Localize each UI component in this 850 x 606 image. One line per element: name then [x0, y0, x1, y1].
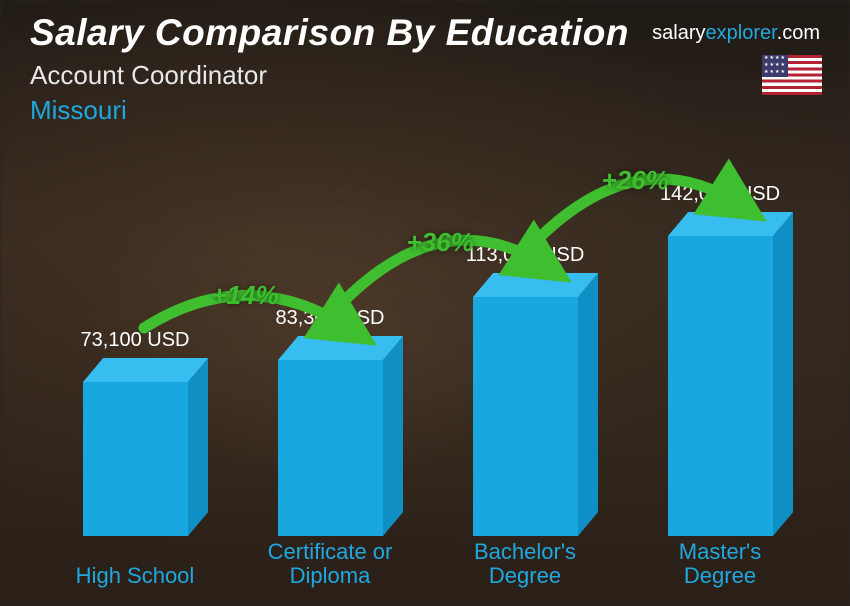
bar-category-label: Bachelor'sDegree — [474, 540, 576, 588]
brand-logo: salaryexplorer.com — [652, 22, 820, 45]
bar-category-label: Certificate orDiploma — [268, 540, 393, 588]
region-label: Missouri — [30, 95, 127, 126]
increase-percent: +36% — [407, 227, 474, 258]
salary-bar-chart: 73,100 USDHigh School 83,300 USDCertifica… — [60, 136, 800, 536]
brand-accent: explorer — [706, 22, 777, 44]
bar-value: 142,000 USD — [650, 183, 790, 206]
bar-group: 83,300 USDCertificate orDiploma — [255, 360, 405, 536]
bar-value: 73,100 USD — [65, 329, 205, 352]
infographic-root: Salary Comparison By Education Account C… — [0, 0, 850, 606]
bar-value: 83,300 USD — [260, 307, 400, 330]
increase-percent: +14% — [212, 280, 279, 311]
page-title: Salary Comparison By Education — [30, 12, 629, 54]
brand-suffix: .com — [777, 22, 820, 44]
job-title: Account Coordinator — [30, 60, 267, 91]
brand-prefix: salary — [652, 22, 705, 44]
bar-category-label: High School — [76, 564, 195, 588]
bar-group: 113,000 USDBachelor'sDegree — [450, 297, 600, 536]
bar-category-label: Master'sDegree — [679, 540, 761, 588]
increase-percent: +26% — [602, 165, 669, 196]
bar-group: 73,100 USDHigh School — [60, 382, 210, 536]
bar-value: 113,000 USD — [455, 244, 595, 267]
us-flag-icon — [762, 55, 822, 95]
bar-group: 142,000 USDMaster'sDegree — [645, 236, 795, 536]
